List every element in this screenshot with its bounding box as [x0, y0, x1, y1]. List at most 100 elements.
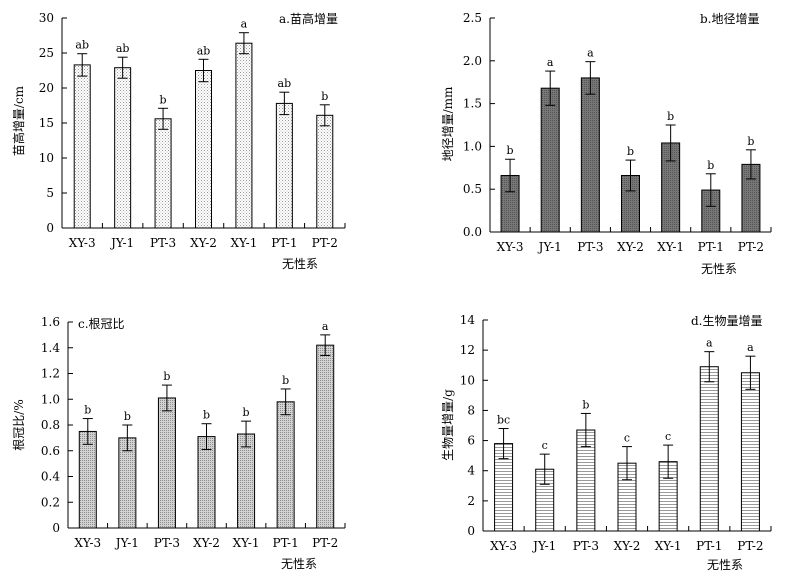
panel-c-bar-pt-1: [276, 401, 295, 529]
panel-a-ytick-label: 10: [39, 151, 54, 165]
panel-b-sig-label: b: [627, 145, 634, 158]
panel-b-category-label: PT-3: [577, 240, 603, 254]
panel-d-xlabel: 无性系: [707, 558, 743, 572]
panel-c-category-label: JY-1: [114, 536, 139, 550]
panel-c-ytick-label: 1.4: [41, 341, 60, 355]
panel-c-sig-label: b: [203, 409, 210, 422]
panel-b-title: b.地径增量: [700, 12, 760, 26]
panel-d-category-label: PT-3: [573, 539, 599, 553]
panel-a-category-label: PT-1: [271, 236, 297, 250]
panel-a-ytick-label: 5: [46, 186, 54, 200]
panel-c-ytick-label: 0.8: [41, 418, 60, 432]
panel-c-ytick-label: 0.2: [41, 495, 60, 509]
panel-d-ytick-label: 8: [467, 403, 475, 417]
panel-b-sig-label: b: [507, 144, 514, 157]
panel-c-sig-label: b: [124, 410, 131, 423]
panel-a-sig-label: b: [160, 93, 167, 106]
panel-c-bar-xy-1: [237, 433, 256, 529]
panel-c-category-label: XY-1: [233, 536, 260, 550]
panel-b-category-label: XY-3: [497, 240, 524, 254]
panel-b-category-label: XY-2: [617, 240, 644, 254]
panel-c-bar-xy-2: [197, 436, 216, 529]
panel-c-ytick-label: 1.6: [41, 315, 60, 329]
panel-a-plot: 0 5 10 15 20 25 30 ab XY-3 ab JY-1 b PT-3 ab XY-2 a XY-1…: [39, 11, 346, 250]
panel-b-xlabel: 无性系: [701, 262, 737, 276]
panel-a-bar-pt-1: [275, 102, 293, 229]
panel-c-sig-label: b: [84, 404, 91, 417]
panel-a-category-label: PT-3: [150, 236, 176, 250]
panel-c-ylabel: 根冠比/%: [12, 399, 26, 450]
panel-b-sig-label: b: [667, 110, 674, 123]
panel-d-category-label: XY-2: [614, 539, 641, 553]
panel-a-bar-pt-3: [154, 118, 172, 229]
panel-a: 0 5 10 15 20 25 30 ab XY-3 ab JY-1 b PT-3 ab XY-2 a XY-1…: [11, 11, 346, 271]
panel-b-bar-pt-3: [580, 77, 600, 233]
panel-a-ylabel: 苗高增量/cm: [11, 85, 26, 156]
panel-c-bar-pt-3: [157, 397, 176, 529]
panel-b-sig-label: b: [747, 135, 754, 148]
panel-c-ytick-label: 0: [52, 521, 60, 535]
panel-a-sig-label: ab: [116, 42, 130, 55]
panel-d-ytick-label: 4: [467, 464, 475, 478]
panel-a-ytick-label: 0: [46, 221, 54, 235]
panel-a-bar-xy-1: [235, 42, 253, 229]
panel-c-category-label: XY-2: [193, 536, 220, 550]
panel-a-category-label: XY-3: [69, 236, 96, 250]
panel-c-ytick-label: 0.6: [41, 444, 60, 458]
panel-d-sig-label: b: [582, 398, 589, 411]
panel-a-category-label: PT-2: [312, 236, 338, 250]
panel-c-sig-label: b: [282, 374, 289, 387]
panel-b-ytick-label: 1.5: [463, 97, 482, 111]
panel-a-ytick-label: 30: [39, 11, 54, 25]
panel-a-category-label: XY-1: [231, 236, 258, 250]
panel-d-sig-label: c: [542, 439, 548, 452]
panel-a-sig-label: ab: [278, 77, 292, 90]
panel-d-bar-pt-1: [699, 366, 719, 532]
panel-b-category-label: JY-1: [537, 240, 562, 254]
panel-c-category-label: PT-2: [312, 536, 338, 550]
panel-b-ytick-label: 1.0: [463, 139, 482, 153]
panel-c-bar-jy-1: [118, 437, 137, 529]
panel-c-ytick-label: 1.2: [41, 367, 60, 381]
panel-c-bar-xy-3: [78, 430, 97, 529]
panel-b-plot: 0.0 0.5 1.0 1.5 2.0 2.5 b XY-3 a JY-1 a PT-3 b XY-2 b X…: [463, 11, 772, 254]
panel-a-sig-label: b: [321, 90, 328, 103]
panel-b-ylabel: 地径增量/mm: [441, 86, 455, 161]
panel-a-bar-jy-1: [114, 67, 132, 229]
panel-d-category-label: PT-1: [696, 539, 722, 553]
panel-d-ytick-label: 0: [467, 524, 475, 538]
panel-b-category-label: PT-1: [698, 240, 724, 254]
panel-d-ytick-label: 2: [467, 494, 475, 508]
panel-d: 0 2 4 6 8 10 12 14 bc XY-3 c JY-1 b PT-3 c XY-2 c XY-1 a PT…: [441, 313, 772, 572]
panel-d-sig-label: a: [706, 337, 713, 350]
panel-d-sig-label: a: [747, 341, 754, 354]
panel-d-plot: 0 2 4 6 8 10 12 14 bc XY-3 c JY-1 b PT-3 c XY-2 c XY-1 a PT…: [460, 313, 772, 553]
panel-a-title: a.苗高增量: [279, 11, 338, 26]
panel-d-category-label: PT-2: [737, 539, 763, 553]
panel-a-ytick-label: 20: [39, 81, 54, 95]
panel-c-bar-pt-2: [316, 344, 335, 529]
panel-d-ylabel: 生物量增量/g: [441, 389, 455, 461]
panel-d-ytick-label: 12: [460, 343, 475, 357]
panel-d-title: d.生物量增量: [691, 314, 763, 328]
panel-b-ytick-label: 2.0: [463, 54, 482, 68]
panel-a-ytick-label: 25: [39, 46, 54, 60]
panel-a-category-label: XY-2: [190, 236, 217, 250]
panel-a-ytick-label: 15: [39, 116, 54, 130]
panel-c-category-label: PT-3: [154, 536, 180, 550]
panel-a-xlabel: 无性系: [282, 257, 318, 271]
panel-c-plot: 0 0.2 0.4 0.6 0.8 1.0 1.2 1.4 1.6 b XY-3 b JY-1 b PT-3…: [41, 315, 346, 550]
panel-c: 0 0.2 0.4 0.6 0.8 1.0 1.2 1.4 1.6 b XY-3 b JY-1 b PT-3…: [12, 315, 346, 571]
panel-b-bar-jy-1: [540, 87, 560, 233]
panel-c-sig-label: b: [243, 406, 250, 419]
panel-d-ytick-label: 14: [460, 313, 476, 327]
panel-b-ytick-label: 2.5: [463, 11, 482, 25]
panel-a-bar-xy-3: [73, 64, 91, 229]
panel-b-sig-label: a: [587, 47, 594, 60]
panel-b-sig-label: b: [707, 159, 714, 172]
panel-c-xlabel: 无性系: [281, 557, 317, 571]
panel-d-ytick-label: 10: [460, 373, 475, 387]
panel-c-category-label: PT-1: [273, 536, 299, 550]
panel-a-sig-label: ab: [197, 44, 211, 57]
